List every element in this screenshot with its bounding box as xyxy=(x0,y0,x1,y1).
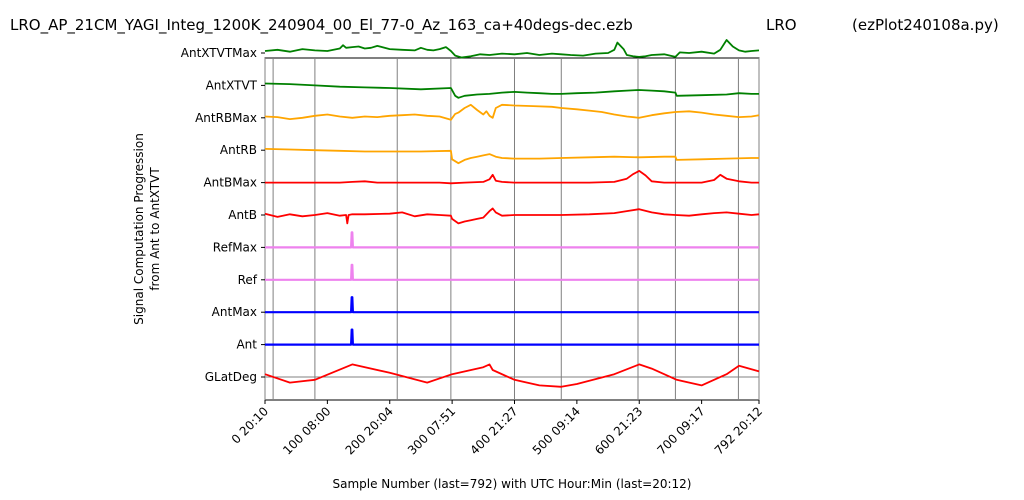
x-tick-label: 200 20:04 xyxy=(343,404,396,457)
series-line-antxtvt xyxy=(264,82,759,99)
y-tick-labels: AntXTVTMax AntXTVT AntRBMax AntRB AntBMax Ant… xyxy=(181,46,265,384)
chart-title-left: LRO_AP_21CM_YAGI_Integ_1200K_240904_00_E… xyxy=(10,16,633,35)
y-tick-label-ref: Ref xyxy=(238,273,258,287)
vertical-grid-lines xyxy=(264,58,760,400)
y-tick-label-antxtvtmax: AntXTVTMax xyxy=(181,46,257,60)
plot-frame xyxy=(264,57,760,401)
series-group xyxy=(264,39,760,388)
x-tick-label: 700 09:17 xyxy=(654,404,707,457)
series-line-ref xyxy=(265,263,759,281)
y-axis-label-line2: from Ant to AntXTVT xyxy=(148,167,162,291)
y-tick-label-antmax: AntMax xyxy=(212,305,257,319)
y-tick-label-refmax: RefMax xyxy=(213,240,257,254)
chart-title-right: (ezPlot240108a.py) xyxy=(852,16,999,34)
series-line-antbmax xyxy=(265,170,759,185)
series-line-refmax xyxy=(265,231,759,249)
series-line-antrb xyxy=(264,148,759,165)
x-tick-label: 600 21:23 xyxy=(592,404,645,457)
x-ticks: 0 20:10 100 08:00 200 20:04 300 07:51 400 21… xyxy=(229,400,765,457)
series-line-glatdeg xyxy=(264,363,760,388)
x-tick-label: 0 20:10 xyxy=(229,404,271,446)
x-tick-label: 300 07:51 xyxy=(405,404,458,457)
x-tick-label: 792 20:12 xyxy=(712,404,765,457)
x-tick-label: 400 21:27 xyxy=(467,404,520,457)
y-tick-label-antrbmax: AntRBMax xyxy=(195,111,257,125)
y-tick-label-glatdeg: GLatDeg xyxy=(205,370,257,384)
series-line-antrbmax xyxy=(264,103,760,121)
series-line-ant xyxy=(265,328,759,346)
y-tick-label-ant: Ant xyxy=(236,338,257,352)
x-axis-label: Sample Number (last=792) with UTC Hour:M… xyxy=(333,477,692,491)
series-line-antmax xyxy=(265,296,759,314)
y-tick-label-antrb: AntRB xyxy=(220,143,257,157)
y-tick-label-antxtvt: AntXTVT xyxy=(206,78,258,92)
series-line-antxtvtmax xyxy=(264,39,760,59)
y-tick-label-antb: AntB xyxy=(228,208,257,222)
chart-title-mid: LRO xyxy=(766,16,797,34)
x-tick-label: 100 08:00 xyxy=(280,404,333,457)
y-tick-label-antbmax: AntBMax xyxy=(203,176,257,190)
y-axis-label-line1: Signal Computation Progression xyxy=(132,133,146,325)
series-line-antb xyxy=(264,207,760,225)
x-tick-label: 500 09:14 xyxy=(530,404,583,457)
